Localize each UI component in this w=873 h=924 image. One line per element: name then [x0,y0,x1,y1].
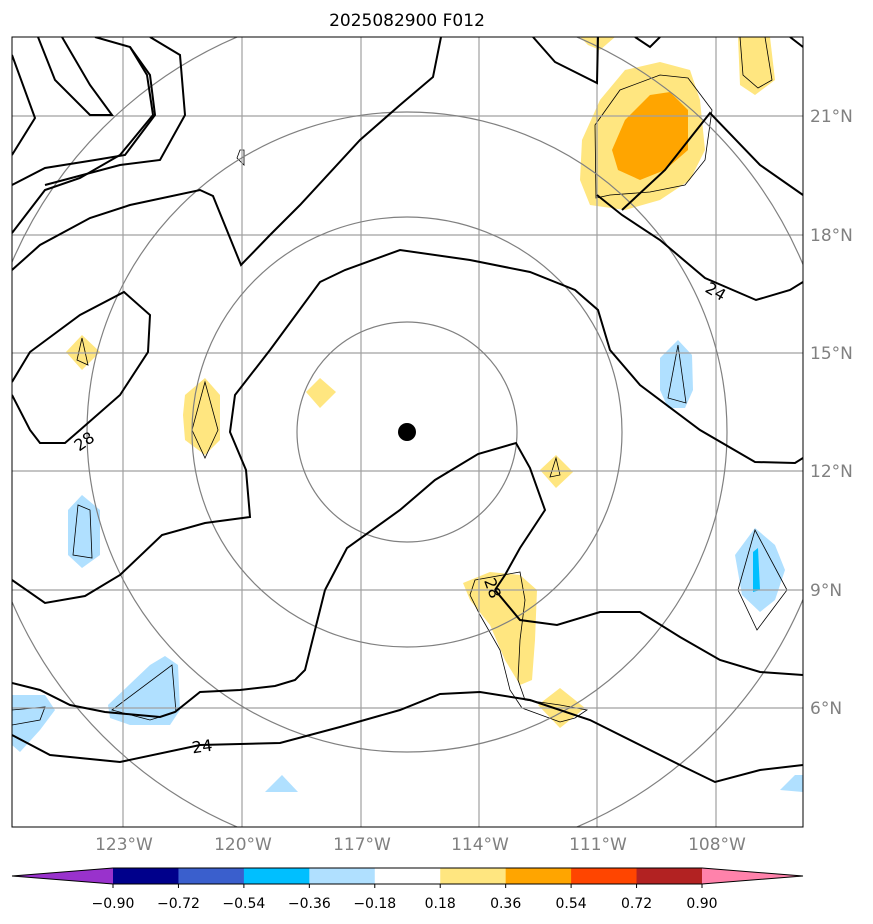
shade-positive-center-small [306,378,336,408]
contour-28-outer [12,248,803,605]
y-tick-label: 12°N [810,462,853,482]
y-tick-label: 15°N [810,344,853,364]
colorbar-segment [505,868,572,884]
contour-24-nw-e [37,37,114,116]
colorbar-segment [309,868,376,884]
contour-24-ne [532,37,599,85]
y-tick-label: 18°N [810,226,853,246]
y-tick-labels: 21°N 18°N 15°N 12°N 9°N 6°N [810,107,853,719]
contour-24-north [12,37,442,271]
colorbar: −0.90 −0.72 −0.54 −0.36 −0.18 0.18 0.36 0.54 0.7… [11,867,804,912]
x-tick-label: 114°W [451,835,509,855]
range-rings [12,37,803,827]
colorbar-extend-high [702,868,803,884]
shade-negative-east [660,340,693,408]
colorbar-tick-label: −0.54 [222,896,265,912]
x-tick-label: 117°W [333,835,391,855]
colorbar-segment [571,868,638,884]
colorbar-segment [243,868,310,884]
shade-negative-southeast-inner [753,548,760,592]
map-area: 28 24 24 28 [12,37,803,827]
contour-28-main-b [324,441,547,591]
contour-label: 24 [191,736,214,758]
contour-24-nw-c [44,37,187,186]
y-tick-label: 9°N [810,581,842,601]
contour-24-nw-b [12,46,157,186]
contour-24-ne-c [621,111,803,211]
x-tick-labels: 123°W 120°W 117°W 114°W 111°W 108°W [95,835,746,855]
colorbar-tick-label: 0.90 [686,896,717,912]
chart-title: 2025082900 F012 [329,11,485,31]
x-tick-label: 123°W [95,835,153,855]
shade-positive-ne-inner [612,92,688,180]
shade-positive-top-right [738,37,775,95]
contour-24-nw-d [12,54,37,156]
colorbar-tick-label: −0.90 [92,896,135,912]
contour-24-top [634,37,661,49]
map-frame [11,36,804,828]
contour-24-top-right [789,37,803,48]
shade-negative-bottom-right [780,775,803,792]
colorbar-segment [636,868,703,884]
x-tick-label: 120°W [214,835,272,855]
shade-negative-bottom-small [265,775,298,792]
grid-lines [12,37,803,827]
contour-28-west [12,290,152,444]
colorbar-segment [440,868,507,884]
storm-center-marker [398,423,416,441]
contour-lines [12,37,803,784]
colorbar-tick-label: 0.54 [556,896,587,912]
colorbar-tick-label: 0.36 [490,896,521,912]
colorbar-segment [178,868,245,884]
y-tick-label: 6°N [810,699,842,719]
contour-24-south [12,690,803,784]
colorbar-tick-label: −0.36 [288,896,331,912]
colorbar-extend-low [12,868,113,884]
colorbar-tick-label: −0.18 [353,896,396,912]
colorbar-tick-label: 0.72 [621,896,652,912]
colorbar-tick-label: −0.72 [157,896,200,912]
x-tick-label: 111°W [569,835,627,855]
shade-negative-southeast-outer [735,528,785,612]
y-tick-label: 21°N [810,107,853,127]
shade-positive-south [463,572,537,685]
colorbar-tick-label: 0.18 [425,896,456,912]
colorbar-segment [374,868,441,884]
contour-28-main [12,589,326,719]
contour-24-south-b [494,589,803,676]
x-tick-label: 108°W [688,835,746,855]
contour-24-ne-b [596,194,803,302]
colorbar-segment [113,868,179,884]
